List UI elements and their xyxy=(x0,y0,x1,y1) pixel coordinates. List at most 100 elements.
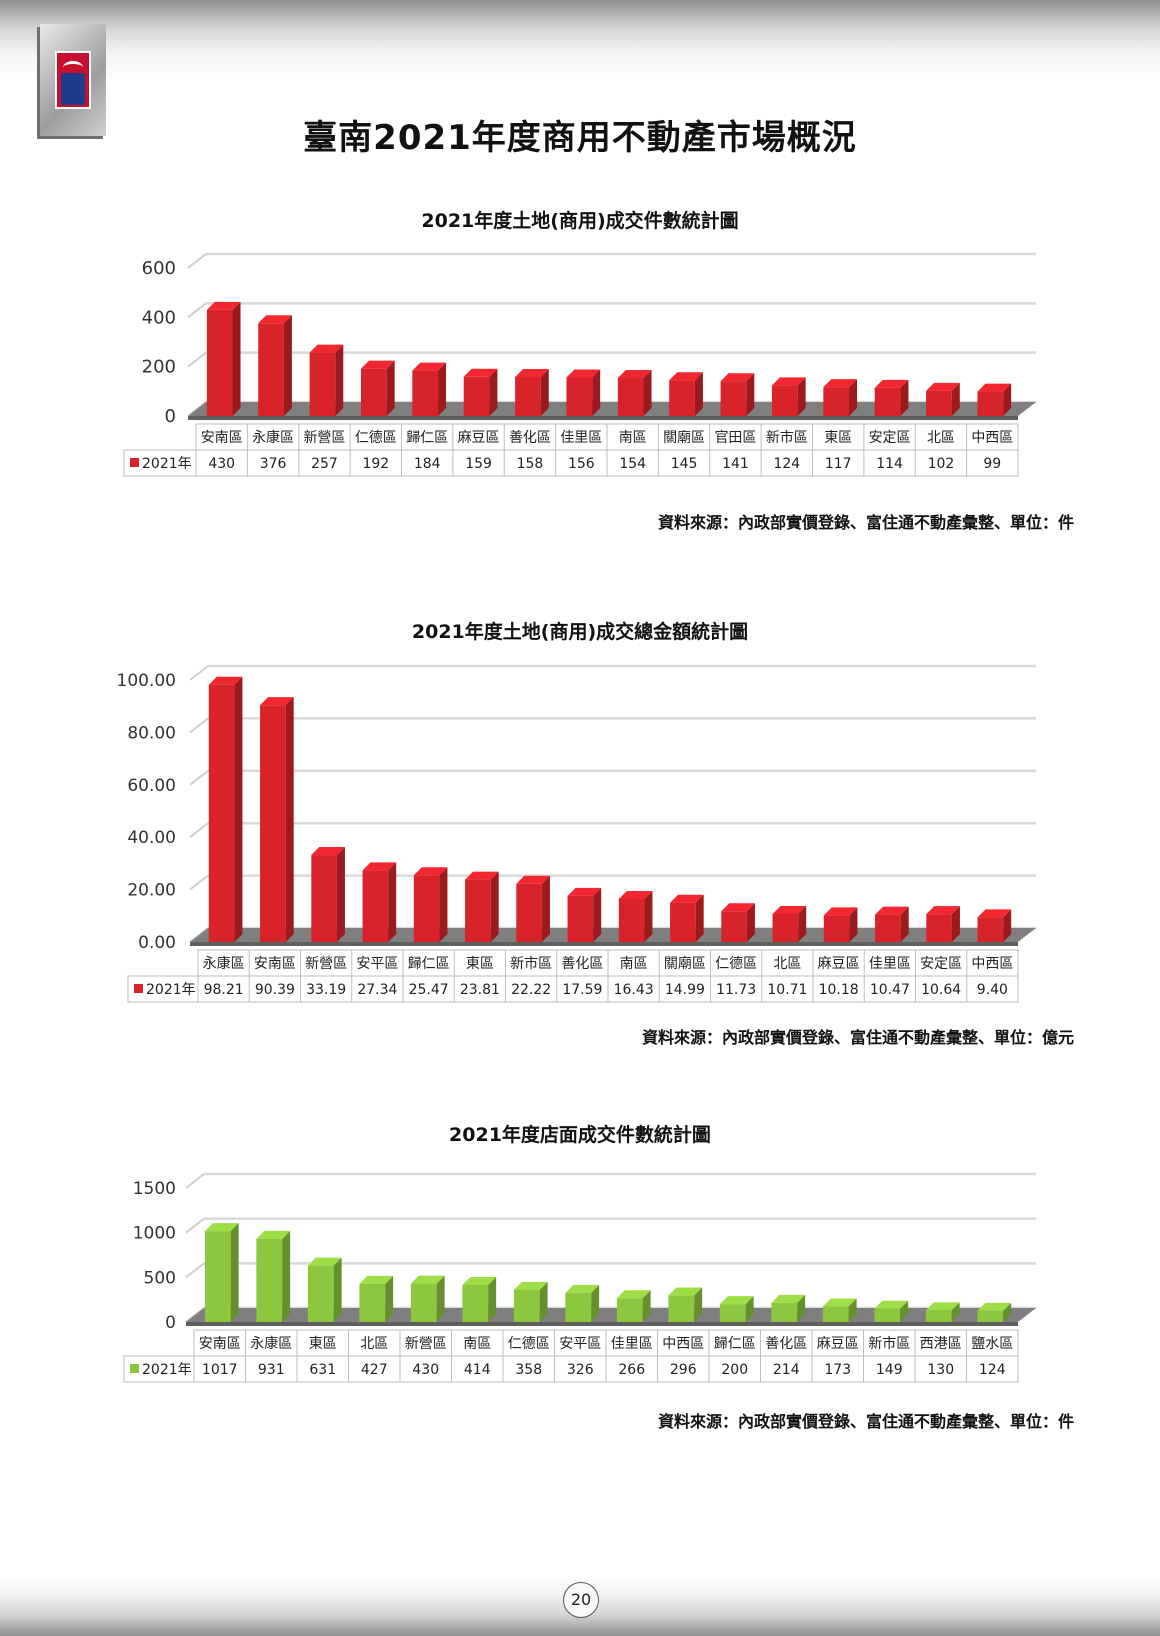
y-tick-label: 20.00 xyxy=(127,881,176,901)
bar-side xyxy=(798,905,807,942)
data-table: 安南區 永康區 新營區 仁德區 歸仁區 麻豆區 善化區 佳里區 南區 關廟區 官田區 新市區 東區 安定區… xyxy=(123,423,1019,477)
bar-side xyxy=(540,369,549,416)
bar xyxy=(669,372,703,416)
bar-side xyxy=(539,1282,548,1322)
bar xyxy=(465,871,499,942)
category-label: 善化區 xyxy=(561,956,603,972)
y-tick-label: 0 xyxy=(165,406,176,427)
bar-top xyxy=(258,315,292,324)
value-label: 25.47 xyxy=(409,982,449,998)
bar-side xyxy=(746,903,755,942)
bar-side xyxy=(797,377,806,416)
bar-top xyxy=(617,370,652,379)
chart-3-shop-count: 0 500 1000 1500 安南區 永康區 東區 北區 新營區 南區 仁德區 安平區 佳里區 中西區歸… xyxy=(123,1172,1036,1383)
bar-top xyxy=(360,360,395,369)
category-label: 安定區 xyxy=(869,430,911,446)
bar-face xyxy=(311,855,337,942)
legend-swatch xyxy=(134,984,143,993)
bar xyxy=(359,1275,394,1322)
bar-face xyxy=(926,390,952,416)
y-tick-label: 0.00 xyxy=(138,933,176,953)
bar-top xyxy=(465,871,499,880)
bar-face xyxy=(875,914,901,942)
bar xyxy=(822,1298,857,1322)
chart-floor-edge xyxy=(188,416,1018,420)
bar-face xyxy=(926,914,952,942)
value-label: 156 xyxy=(568,456,595,472)
bar-side xyxy=(541,875,550,942)
bar xyxy=(925,1302,960,1322)
value-label: 117 xyxy=(825,456,852,472)
category-label: 安平區 xyxy=(356,956,398,972)
bar-face xyxy=(668,1295,695,1322)
category-label: 東區 xyxy=(309,1336,337,1352)
bar-face xyxy=(258,323,284,416)
chart-floor-edge xyxy=(186,1322,1018,1326)
bar-top xyxy=(362,862,397,871)
bar xyxy=(977,1302,1012,1322)
bar-face xyxy=(360,368,387,416)
bar xyxy=(771,1294,806,1322)
bar-side xyxy=(490,871,499,942)
gridline-diag xyxy=(187,253,207,269)
bar xyxy=(721,903,755,942)
bar-side xyxy=(797,1294,806,1322)
bar-face xyxy=(359,1283,386,1322)
value-label: 631 xyxy=(309,1362,336,1378)
chart-3-title: 2021年度店面成交件數統計圖 xyxy=(449,1124,711,1146)
bar-face xyxy=(721,911,747,942)
gridline-diag xyxy=(189,822,209,838)
value-label: 124 xyxy=(773,456,800,472)
value-label: 200 xyxy=(721,1362,748,1378)
bar-top xyxy=(670,894,704,903)
bar-face xyxy=(567,895,594,942)
bar-side xyxy=(439,867,448,942)
value-label: 430 xyxy=(412,1362,439,1378)
bars xyxy=(206,301,1012,416)
bar-face xyxy=(462,1285,489,1322)
value-label: 266 xyxy=(618,1362,645,1378)
bar xyxy=(823,379,858,416)
bar-face xyxy=(513,1290,540,1322)
legend-label: 2021年 xyxy=(142,456,192,472)
bar-face xyxy=(204,1231,231,1322)
category-label: 安南區 xyxy=(199,1336,241,1352)
bar-side xyxy=(285,697,294,942)
bar-side xyxy=(849,907,858,942)
category-label: 永康區 xyxy=(250,1335,292,1352)
bar-top xyxy=(771,1294,806,1303)
gridline-diag xyxy=(185,1173,205,1189)
bar-face xyxy=(362,870,389,942)
bar-face xyxy=(977,917,1004,942)
bar-face xyxy=(307,1265,334,1322)
bar-top xyxy=(359,1275,394,1284)
y-tick-label: 600 xyxy=(142,258,176,279)
value-label: 10.18 xyxy=(819,982,859,998)
bar-face xyxy=(925,1310,952,1322)
category-label: 西港區 xyxy=(920,1336,962,1352)
category-label: 佳里區 xyxy=(869,956,911,972)
value-label: 10.64 xyxy=(921,982,961,998)
bar xyxy=(260,697,294,942)
bar-top xyxy=(413,867,448,876)
value-label: 27.34 xyxy=(357,982,397,998)
bar-side xyxy=(283,315,292,416)
bar-top xyxy=(668,1287,703,1296)
y-tick-label: 60.00 xyxy=(127,776,176,796)
bar-top xyxy=(925,1302,960,1311)
y-tick-label: 200 xyxy=(142,357,176,378)
bar-side xyxy=(591,1284,600,1322)
bars xyxy=(208,676,1012,942)
bar xyxy=(977,383,1012,416)
bar-face xyxy=(874,387,901,416)
bar-face xyxy=(977,391,1004,416)
bar-top xyxy=(566,369,601,378)
category-label: 新營區 xyxy=(305,956,347,972)
y-tick-label: 80.00 xyxy=(127,723,176,743)
bar-face xyxy=(206,309,233,416)
bar-top xyxy=(516,875,550,884)
chart-1-land-count: 0 200 400 600 安南區 永康區 新營區 仁德區 歸仁區 麻豆區 善化區 佳里區 南區 關廟區官… xyxy=(123,252,1036,477)
bar-top xyxy=(977,383,1012,392)
bar-top xyxy=(463,368,498,377)
bar-side xyxy=(1003,909,1012,942)
